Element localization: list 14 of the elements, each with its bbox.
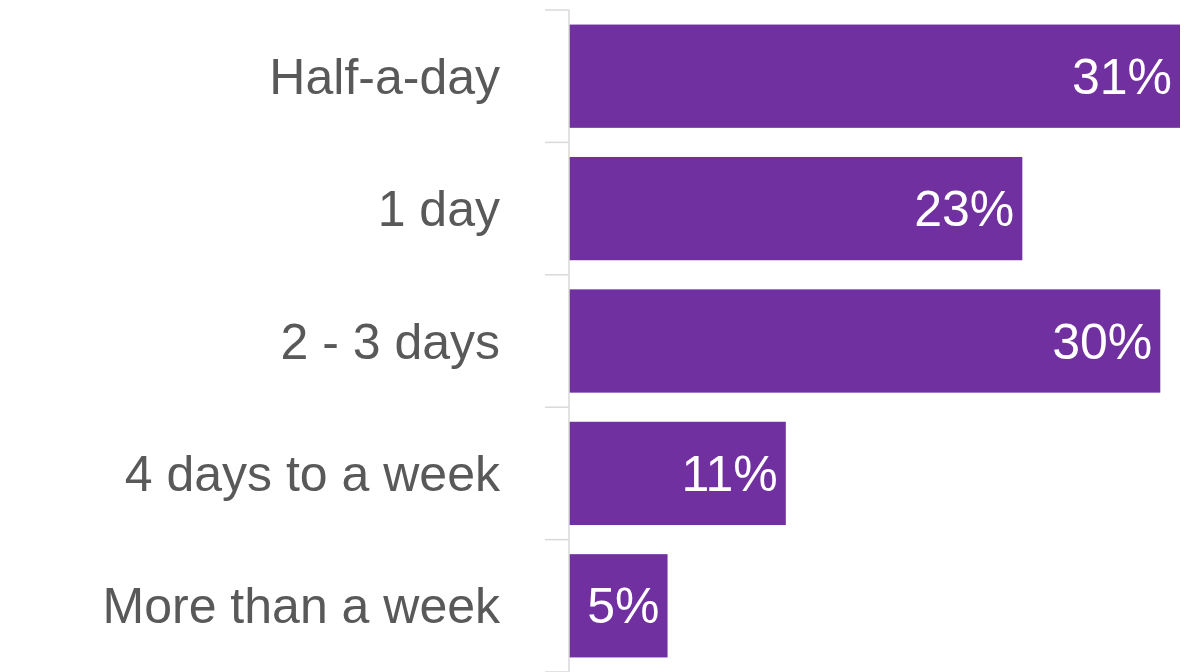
y-tick-label: 1 day: [377, 181, 500, 238]
y-tick-label: More than a week: [102, 578, 501, 635]
y-tick-label: Half-a-day: [269, 48, 500, 105]
bar: [569, 421, 786, 526]
bar: [569, 156, 1023, 261]
data-label: 11%: [681, 445, 778, 502]
bar: [569, 289, 1161, 393]
data-label: 30%: [1052, 313, 1153, 370]
y-tick-label: 2 - 3 days: [280, 313, 500, 370]
y-tick-label: 4 days to a week: [124, 445, 501, 502]
data-label: 31%: [1071, 48, 1172, 105]
bar: [569, 24, 1180, 128]
data-label: 5%: [587, 578, 660, 635]
data-label: 23%: [914, 181, 1015, 238]
